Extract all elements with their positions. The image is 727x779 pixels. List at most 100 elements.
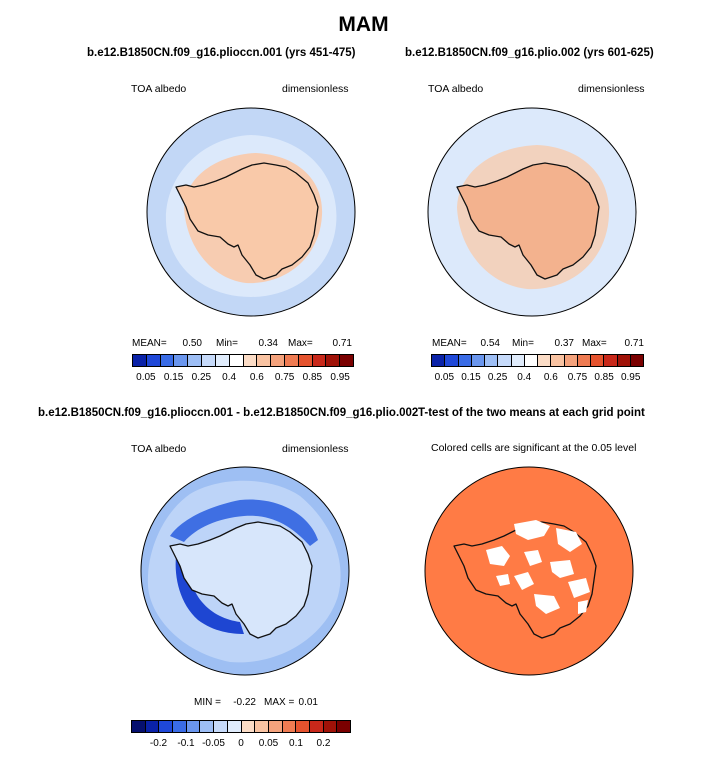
- panel4-nonsignificant-cells: [486, 520, 590, 614]
- colorbar-swatch: [174, 355, 189, 366]
- panel2-min-value: 0.37: [554, 338, 574, 349]
- colorbar-swatch: [241, 721, 256, 732]
- panel1-title: b.e12.B1850CN.f09_g16.plioccn.001 (yrs 4…: [87, 47, 356, 59]
- panel1-min-value: 0.34: [258, 338, 278, 349]
- colorbar-swatch: [445, 355, 459, 366]
- panel1-antarctica: [175, 162, 319, 280]
- panel3-map: [140, 466, 350, 676]
- colorbar-tick-label: 0.75: [567, 372, 588, 383]
- colorbar-swatch: [309, 721, 324, 732]
- panel3-max-value: 0.01: [298, 697, 318, 708]
- colorbar-swatch: [160, 355, 175, 366]
- colorbar-swatch: [498, 355, 512, 366]
- panel2-map: [427, 107, 637, 317]
- colorbar-swatch: [133, 355, 147, 366]
- colorbar-tick-label: 0.95: [620, 372, 641, 383]
- colorbar-swatch: [617, 355, 631, 366]
- panel2-colorbar: [431, 354, 644, 367]
- colorbar-tick-label: 0.05: [136, 372, 156, 383]
- colorbar-tick-label: 0.25: [487, 372, 508, 383]
- colorbar-swatch: [132, 721, 146, 732]
- colorbar-swatch: [243, 355, 258, 366]
- panel1-variable-label: TOA albedo: [131, 83, 187, 95]
- colorbar-swatch: [312, 355, 327, 366]
- panel2-max-label: Max=: [582, 338, 607, 349]
- panel3-colorbar: [131, 720, 351, 733]
- colorbar-swatch: [326, 355, 341, 366]
- colorbar-tick-label: 0.85: [594, 372, 614, 383]
- colorbar-swatch: [432, 355, 446, 366]
- panel1-units-label: dimensionless: [282, 83, 349, 95]
- panel2-mean-label: MEAN=: [432, 338, 467, 349]
- panel4-subtitle: Colored cells are significant at the 0.0…: [431, 442, 637, 454]
- panel1-colorbar: [132, 354, 354, 367]
- panel3-min-label: MIN =: [194, 697, 221, 708]
- panel1-mean-label: MEAN=: [132, 338, 167, 349]
- panel3-strong-arc: [175, 556, 244, 634]
- colorbar-swatch: [202, 355, 216, 366]
- colorbar-tick-label: 0.85: [302, 372, 323, 383]
- panel2-units-label: dimensionless: [578, 83, 645, 95]
- colorbar-swatch: [458, 355, 472, 366]
- colorbar-swatch: [257, 355, 272, 366]
- colorbar-swatch: [229, 355, 244, 366]
- colorbar-tick-label: 0.95: [330, 372, 350, 383]
- colorbar-tick-label: 0: [238, 738, 244, 749]
- colorbar-swatch: [340, 355, 353, 366]
- panel2-mean-value: 0.54: [480, 338, 500, 349]
- colorbar-swatch: [159, 721, 174, 732]
- colorbar-swatch: [337, 721, 350, 732]
- colorbar-swatch: [284, 355, 299, 366]
- colorbar-swatch: [282, 721, 297, 732]
- colorbar-tick-label: 0.6: [249, 372, 264, 383]
- colorbar-swatch: [188, 355, 203, 366]
- colorbar-swatch: [524, 355, 538, 366]
- panel3-units-label: dimensionless: [282, 443, 349, 455]
- colorbar-tick-label: 0.15: [163, 372, 184, 383]
- panel2-antarctica: [456, 162, 600, 280]
- panel2-max-value: 0.71: [624, 338, 644, 349]
- panel2-variable-label: TOA albedo: [428, 83, 484, 95]
- colorbar-swatch: [173, 721, 187, 732]
- colorbar-swatch: [538, 355, 552, 366]
- colorbar-swatch: [551, 355, 565, 366]
- colorbar-tick-label: 0.75: [274, 372, 295, 383]
- colorbar-swatch: [630, 355, 643, 366]
- panel2-min-label: Min=: [512, 338, 534, 349]
- colorbar-tick-label: 0.05: [434, 372, 455, 383]
- panel1-mean-value: 0.50: [182, 338, 202, 349]
- colorbar-swatch: [564, 355, 578, 366]
- panel3-variable-label: TOA albedo: [131, 443, 187, 455]
- colorbar-swatch: [145, 721, 160, 732]
- colorbar-swatch: [298, 355, 313, 366]
- colorbar-swatch: [186, 721, 201, 732]
- colorbar-tick-label: 0.4: [517, 372, 532, 383]
- colorbar-tick-label: 0.2: [316, 738, 331, 749]
- panel2-title: b.e12.B1850CN.f09_g16.plio.002 (yrs 601-…: [405, 47, 654, 59]
- colorbar-tick-label: 0.1: [289, 738, 303, 749]
- panel4-map: [424, 466, 634, 676]
- colorbar-swatch: [227, 721, 242, 732]
- colorbar-tick-label: -0.05: [202, 738, 225, 749]
- colorbar-swatch: [591, 355, 605, 366]
- panel3-antarctica: [169, 521, 313, 639]
- colorbar-swatch: [268, 721, 283, 732]
- colorbar-swatch: [296, 721, 310, 732]
- colorbar-swatch: [323, 721, 338, 732]
- panel3-title: b.e12.B1850CN.f09_g16.plioccn.001 - b.e1…: [38, 407, 419, 419]
- colorbar-swatch: [485, 355, 499, 366]
- colorbar-tick-label: -0.2: [149, 738, 168, 749]
- panel1-map: [146, 107, 356, 317]
- panel1-max-label: Max=: [288, 338, 313, 349]
- colorbar-tick-label: 0.15: [461, 372, 481, 383]
- colorbar-tick-label: -0.1: [177, 738, 195, 749]
- colorbar-swatch: [604, 355, 618, 366]
- colorbar-swatch: [471, 355, 485, 366]
- colorbar-swatch: [577, 355, 591, 366]
- colorbar-swatch: [255, 721, 269, 732]
- panel3-min-value: -0.22: [233, 697, 256, 708]
- colorbar-swatch: [271, 355, 285, 366]
- colorbar-swatch: [511, 355, 525, 366]
- colorbar-swatch: [214, 721, 228, 732]
- colorbar-tick-label: 0.6: [543, 372, 558, 383]
